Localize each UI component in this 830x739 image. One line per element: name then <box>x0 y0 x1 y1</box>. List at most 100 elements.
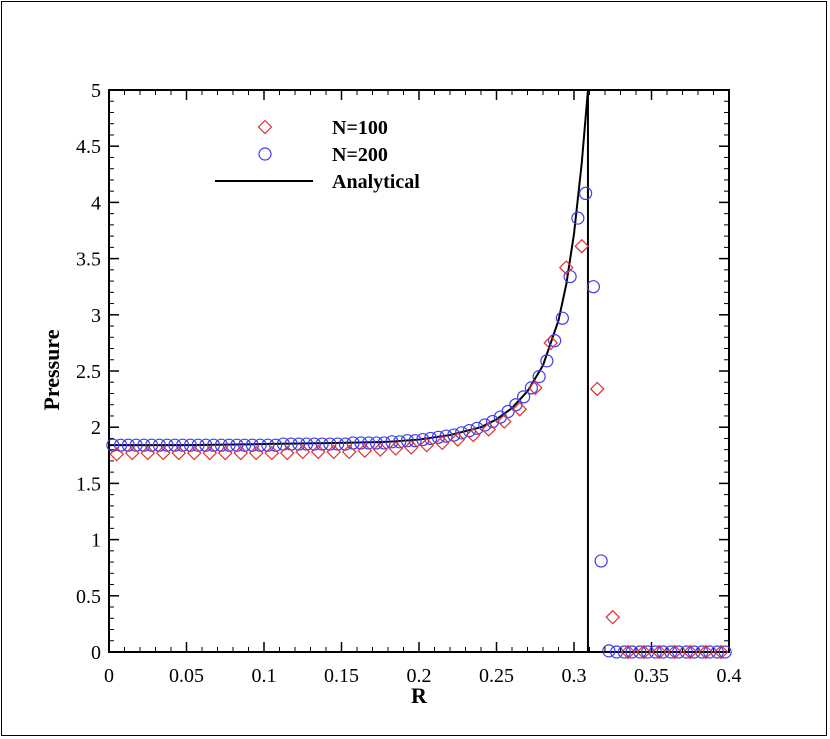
n100-series <box>109 238 729 660</box>
x-axis-title: R <box>411 683 428 708</box>
n100-point <box>558 260 574 275</box>
n100-point <box>512 401 528 417</box>
n200-series <box>106 186 732 659</box>
n100-point <box>264 445 280 461</box>
n100-point <box>155 445 171 461</box>
n200-point <box>408 434 422 448</box>
n200-point <box>517 390 531 404</box>
n100-point <box>419 437 435 453</box>
y-axis-title: Pressure <box>39 329 64 410</box>
n200-point <box>664 645 678 659</box>
n200-point <box>594 554 608 568</box>
n100-point <box>605 609 621 625</box>
n200-point <box>718 645 732 659</box>
n100-point <box>527 380 543 396</box>
axis-ticks <box>108 89 730 653</box>
n200-point <box>656 645 670 659</box>
n100-point <box>450 432 466 447</box>
n200-point <box>687 645 701 659</box>
y-tick-label: 5 <box>91 80 101 102</box>
n200-point <box>633 645 647 659</box>
n100-point <box>357 443 373 459</box>
n100-point <box>682 644 698 660</box>
n100-point <box>372 442 388 458</box>
n200-point <box>672 645 686 659</box>
n200-point <box>369 436 383 450</box>
y-tick-label: 3 <box>91 305 101 327</box>
analytical-series <box>109 89 729 653</box>
n100-point <box>465 427 481 443</box>
y-tick-label: 2 <box>91 417 101 439</box>
n200-point <box>532 370 546 384</box>
x-tick-label: 0.1 <box>252 665 277 687</box>
legend-n100-marker <box>257 119 273 135</box>
n100-point <box>295 444 311 460</box>
x-tick-labels: 0 0.05 0.1 0.15 0.2 0.25 0.3 0.35 0.4 <box>104 665 742 687</box>
n200-point <box>586 280 600 294</box>
y-tick-label: 4 <box>91 192 101 214</box>
n200-point <box>703 645 717 659</box>
n100-point <box>202 445 218 461</box>
x-tick-label: 0.05 <box>169 665 204 687</box>
analytical-line <box>109 89 729 653</box>
n100-point <box>109 446 125 462</box>
n100-point <box>620 644 636 660</box>
legend-n200-marker <box>258 147 272 161</box>
n100-point <box>589 381 605 397</box>
n100-point <box>388 441 404 456</box>
n200-point <box>540 354 554 368</box>
n200-point <box>648 645 662 659</box>
n100-point <box>651 644 667 660</box>
x-tick-label: 0.4 <box>717 665 742 687</box>
x-tick-label: 0.25 <box>479 665 514 687</box>
x-tick-label: 0.2 <box>407 665 432 687</box>
n200-point <box>377 436 391 450</box>
y-tick-labels: 0 0.5 1 1.5 2 2.5 3 3.5 4 4.5 5 <box>76 80 101 664</box>
n100-point <box>698 644 714 660</box>
legend: N=100 N=200 Analytical <box>215 117 420 193</box>
x-tick-label: 0 <box>104 665 114 687</box>
n100-point <box>434 435 450 451</box>
y-tick-label: 3.5 <box>76 249 101 271</box>
n200-point <box>548 334 562 348</box>
n100-point <box>248 445 264 461</box>
n200-point <box>602 644 616 658</box>
n100-point <box>217 445 233 461</box>
n200-point <box>385 435 399 449</box>
n200-point <box>563 269 577 284</box>
n200-point <box>617 645 631 659</box>
n200-point <box>431 430 445 444</box>
n200-point <box>625 645 639 659</box>
n100-point <box>310 444 326 460</box>
x-tick-label: 0.35 <box>634 665 669 687</box>
y-tick-label: 1.5 <box>76 473 101 495</box>
n100-point <box>279 445 295 461</box>
n200-point <box>393 435 407 449</box>
y-tick-label: 4.5 <box>76 136 101 158</box>
n200-point <box>610 645 624 659</box>
n200-point <box>524 381 538 395</box>
legend-label: N=100 <box>332 117 388 139</box>
n100-point <box>496 414 512 429</box>
n100-point <box>713 644 729 660</box>
n100-point <box>171 445 187 461</box>
n200-point <box>571 211 585 225</box>
n100-point <box>341 444 357 460</box>
n200-point <box>439 429 453 443</box>
y-tick-label: 0.5 <box>76 586 101 608</box>
n200-point <box>424 431 438 446</box>
n100-point <box>667 644 683 660</box>
n100-point <box>574 238 590 254</box>
n100-point <box>186 445 202 461</box>
x-tick-label: 0.15 <box>324 665 359 687</box>
n100-point <box>403 440 419 455</box>
y-tick-label: 0 <box>91 642 101 664</box>
n200-point <box>555 311 569 325</box>
n200-point <box>641 645 655 659</box>
n100-point <box>636 644 652 660</box>
n100-point <box>140 445 156 461</box>
n100-point <box>326 444 342 460</box>
n200-point <box>710 645 724 659</box>
